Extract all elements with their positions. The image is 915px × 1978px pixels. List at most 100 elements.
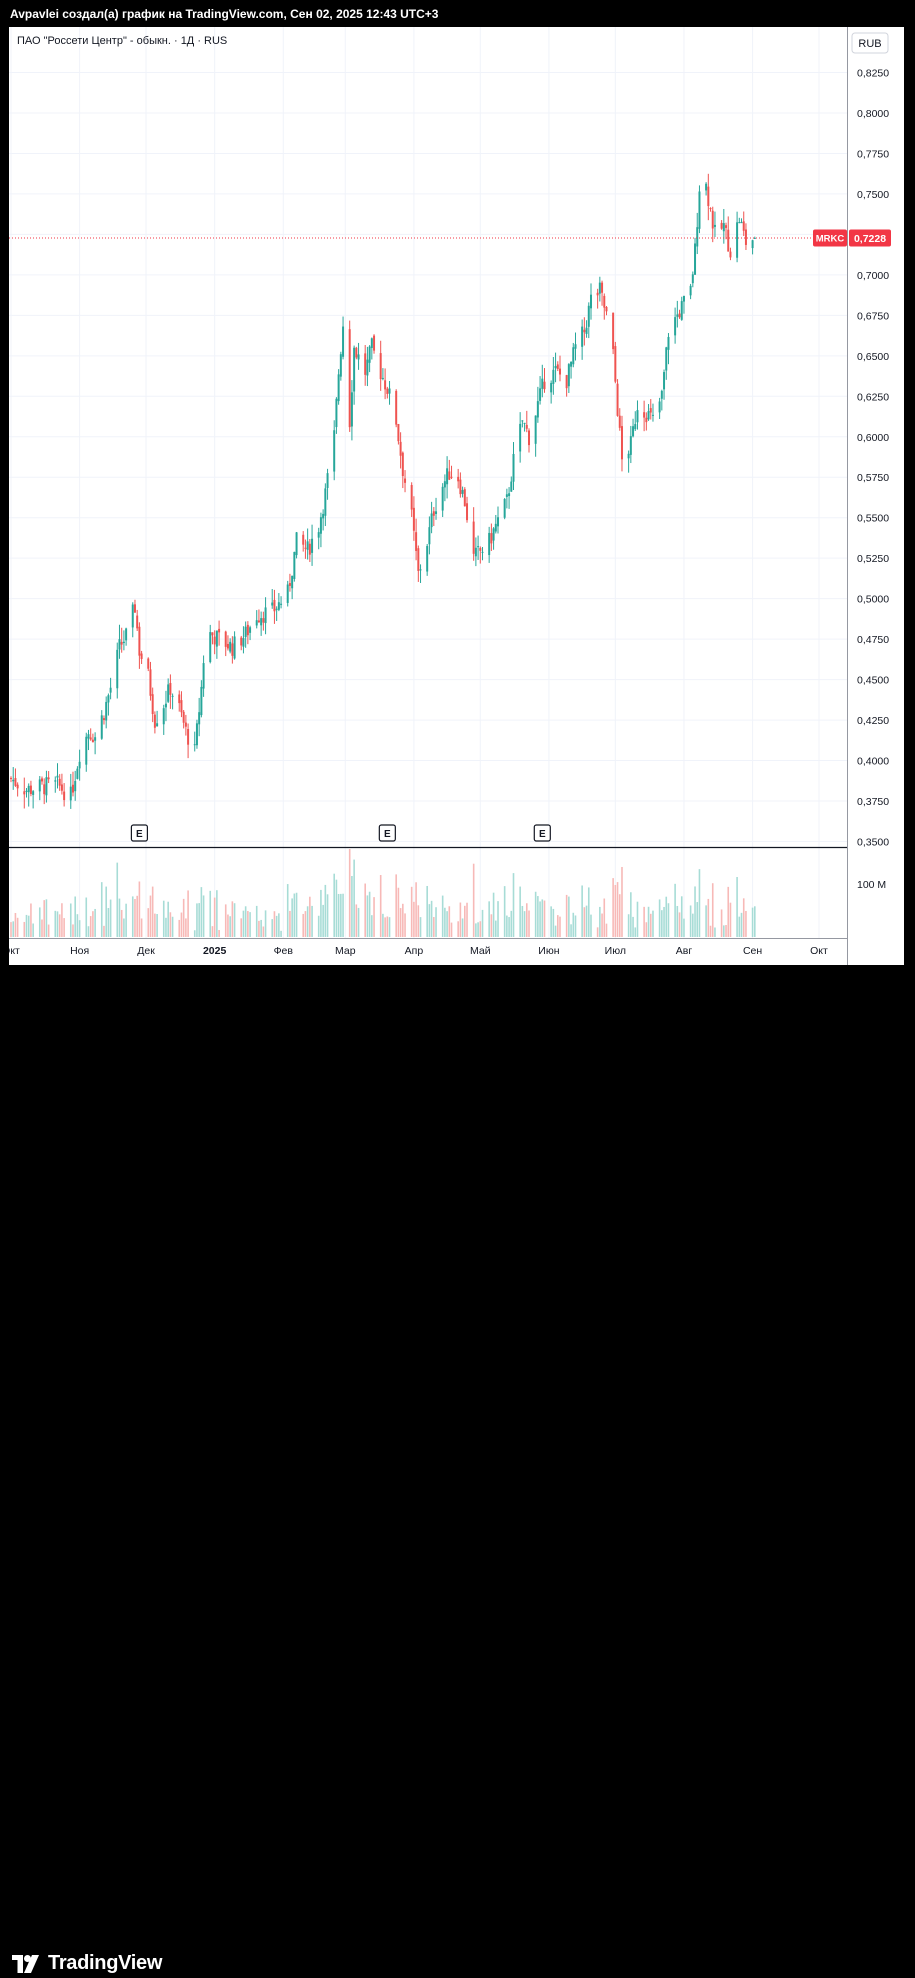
legend-symbol[interactable]: ПАО "Россети Центр" - обыкн. · 1Д · RUS [17,35,227,47]
volume-bar [678,912,681,937]
volume-bar [107,908,110,937]
volume-bar [727,886,730,937]
brand-name: TradingView [48,1952,163,1974]
candle-body [428,527,431,545]
volume-bar [556,915,559,937]
volume-bar [27,915,30,937]
volume-bar [616,882,619,937]
volume-bar [180,912,183,937]
volume-bar [326,894,329,937]
price-tick-label: 0,6250 [857,391,889,403]
candle-body [523,422,526,424]
volume-bar [525,903,528,937]
currency-button[interactable]: RUB [851,32,889,54]
currency-button-box[interactable] [851,32,889,54]
volume-bar [154,913,156,937]
last-price-value-box [849,229,891,247]
candle-body [120,641,123,645]
candle-body [492,528,495,541]
volume-bar [707,898,710,937]
candlestick-chart[interactable]: ПАО "Россети Центр" - обыкн. · 1Д · RUS … [9,27,904,965]
currency-label[interactable]: RUB [858,38,881,50]
candle-body [337,374,340,402]
tradingview-logo-icon [12,1954,42,1973]
candle-body [12,779,15,782]
candle-body [649,408,652,413]
volume-bar [510,910,513,937]
volume-bar [568,896,570,937]
volume-bars [10,849,756,937]
candle-body [153,714,156,728]
candle-body [350,392,353,427]
volume-bar [572,912,575,937]
candle-body [45,777,48,796]
volume-bar [382,913,384,937]
volume-bar [441,895,444,937]
time-tick-label: Сен [743,945,762,957]
candle-body [288,583,291,586]
candle-body [740,222,743,224]
candle-body [539,388,542,401]
candle-body [585,327,588,334]
candle-body [322,513,325,519]
candle-body [91,739,94,743]
volume-bar [280,930,282,937]
volume-bar [736,877,738,937]
volume-bar [475,923,477,937]
volume-bar [508,917,510,937]
volume-bar [147,908,150,937]
candle-body [678,313,681,318]
candle-body [63,791,66,801]
candle-body [618,415,621,428]
candle-body [705,183,708,191]
candle-body [94,737,97,741]
volume-bar [89,916,92,937]
candle-body [107,695,110,703]
price-tick-label: 0,5250 [857,553,889,565]
candle-body [306,541,309,550]
candle-body [118,639,121,650]
candle-body [412,507,415,531]
volume-bar [371,915,373,937]
volume-bar [647,906,650,937]
volume-bar [258,920,260,937]
chart-frame[interactable]: ПАО "Россети Центр" - обыкн. · 1Д · RUS … [9,27,904,965]
volume-bar [665,896,668,937]
candle-body [138,626,141,656]
logo-stem [17,1954,23,1973]
earnings-marker-label: E [136,829,143,840]
price-tick-label: 0,8250 [857,68,889,80]
volume-bar [395,874,397,937]
volume-bar [182,898,185,937]
time-tick-label: 2025 [203,945,227,957]
candle-body [441,486,444,511]
volume-bar [632,916,634,937]
candle-body [280,603,283,605]
candle-body [370,338,373,349]
candle-body [319,517,322,534]
tradingview-logo-shape [12,1954,39,1973]
candle-body [729,251,732,258]
volume-bar [306,906,309,937]
volume-bar [231,901,234,937]
volume-bar [603,898,606,937]
volume-bar [674,883,676,937]
volume-bar [85,897,88,937]
volume-bar [209,890,212,937]
volume-bar [198,903,200,937]
candle-body [311,538,314,553]
candle-body [87,734,90,739]
volume-bar [169,912,172,937]
volume-bar [663,906,665,937]
candle-body [151,694,154,715]
volume-bar [397,887,400,937]
price-tick-label: 0,5750 [857,472,889,484]
volume-bar [41,919,43,937]
volume-bar [459,902,462,937]
volume-bar [38,907,41,937]
candle-body [69,786,72,801]
volume-bar [366,895,369,937]
candle-body [598,282,601,294]
tradingview-logo[interactable]: TradingView [12,1952,162,1975]
